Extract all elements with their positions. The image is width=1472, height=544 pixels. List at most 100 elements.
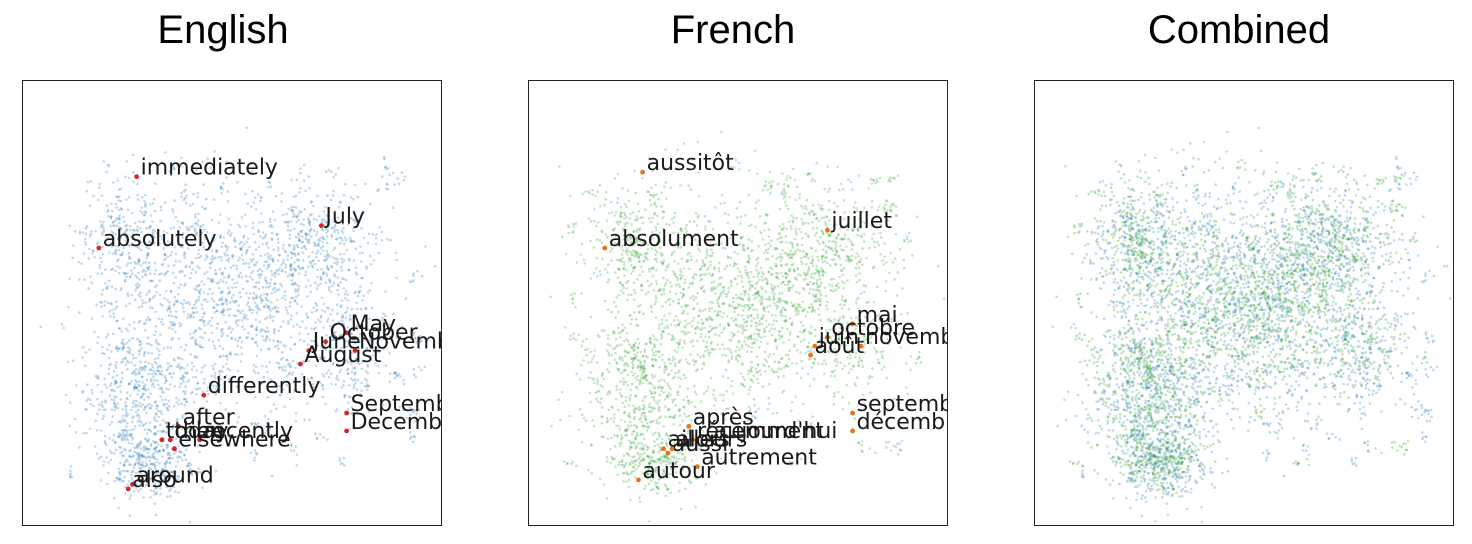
scatter-point: [749, 314, 753, 318]
scatter-point: [764, 221, 767, 225]
scatter-point: [308, 229, 312, 233]
scatter-point: [639, 432, 643, 436]
scatter-point: [202, 321, 205, 324]
scatter-point: [158, 234, 162, 238]
scatter-point: [676, 346, 680, 349]
scatter-point: [143, 405, 147, 409]
scatter-point: [262, 381, 265, 384]
scatter-point: [713, 267, 716, 271]
scatter-point: [736, 252, 740, 256]
scatter-point: [310, 264, 314, 267]
scatter-point: [173, 167, 176, 170]
scatter-point: [322, 272, 325, 275]
scatter-point: [306, 315, 309, 318]
scatter-point: [184, 188, 187, 192]
scatter-point: [634, 317, 638, 321]
scatter-point: [629, 313, 632, 317]
scatter-point: [916, 215, 919, 218]
scatter-point: [153, 371, 156, 375]
scatter-point: [679, 507, 683, 511]
scatter-point: [122, 454, 126, 458]
scatter-point: [227, 286, 230, 290]
scatter-point: [186, 301, 190, 304]
scatter-point: [109, 449, 112, 453]
scatter-point: [749, 385, 752, 389]
scatter-point: [333, 225, 337, 228]
scatter-point: [307, 265, 310, 268]
scatter-point: [155, 412, 158, 416]
scatter-point: [619, 434, 623, 437]
scatter-point: [748, 288, 751, 292]
scatter-point: [277, 268, 280, 272]
scatter-point: [201, 346, 205, 349]
scatter-point: [355, 337, 358, 341]
scatter-point: [101, 417, 104, 421]
scatter-point: [154, 338, 158, 342]
scatter-point: [262, 293, 266, 296]
scatter-point: [138, 239, 141, 243]
scatter-point: [764, 180, 767, 183]
scatter-point: [199, 225, 203, 228]
scatter-point: [219, 291, 222, 295]
scatter-point: [879, 253, 882, 256]
scatter-point: [382, 156, 386, 159]
scatter-point: [149, 444, 153, 448]
scatter-point: [87, 287, 90, 290]
scatter-point: [686, 429, 690, 432]
scatter-point: [143, 387, 147, 391]
scatter-point: [765, 257, 768, 261]
scatter-point: [247, 331, 250, 335]
scatter-point: [331, 226, 335, 230]
scatter-point: [350, 332, 354, 336]
scatter-point: [173, 246, 177, 249]
scatter-point: [155, 379, 159, 383]
scatter-point: [284, 266, 288, 269]
scatter-point: [138, 424, 141, 427]
scatter-point: [847, 237, 850, 241]
scatter-point: [160, 387, 164, 391]
scatter-point: [773, 246, 777, 250]
scatter-point: [241, 287, 245, 291]
scatter-point: [620, 289, 623, 292]
scatter-point: [835, 250, 838, 254]
scatter-point: [153, 285, 157, 288]
scatter-point: [289, 264, 292, 268]
scatter-point: [111, 438, 115, 442]
scatter-point: [172, 323, 176, 327]
scatter-point: [698, 308, 701, 312]
scatter-point: [634, 444, 638, 448]
scatter-point: [854, 256, 857, 259]
scatter-point: [617, 331, 620, 335]
scatter-point: [269, 254, 272, 258]
scatter-point: [222, 302, 225, 305]
scatter-point: [685, 395, 689, 399]
scatter-point: [200, 230, 203, 234]
scatter-point: [319, 320, 322, 324]
scatter-point: [775, 247, 779, 251]
scatter-point: [354, 271, 358, 274]
scatter-point: [655, 243, 659, 246]
scatter-point: [813, 180, 817, 183]
scatter-point: [340, 333, 343, 337]
scatter-point: [648, 341, 652, 344]
scatter-point: [345, 359, 349, 363]
scatter-point: [353, 372, 357, 376]
scatter-point: [103, 304, 106, 307]
scatter-point: [597, 389, 601, 393]
scatter-point: [162, 449, 166, 453]
scatter-point: [137, 453, 141, 457]
scatter-point: [706, 318, 709, 321]
scatter-point: [726, 322, 730, 326]
scatter-point: [133, 369, 136, 373]
scatter-point: [671, 300, 675, 303]
scatter-point: [157, 230, 161, 233]
scatter-point: [606, 271, 609, 274]
scatter-point: [247, 266, 251, 269]
scatter-point: [98, 266, 101, 270]
scatter-point: [716, 298, 719, 302]
scatter-point: [285, 309, 289, 312]
scatter-point: [110, 202, 113, 206]
scatter-point: [754, 207, 757, 210]
scatter-point: [350, 362, 353, 366]
scatter-point: [656, 235, 659, 239]
